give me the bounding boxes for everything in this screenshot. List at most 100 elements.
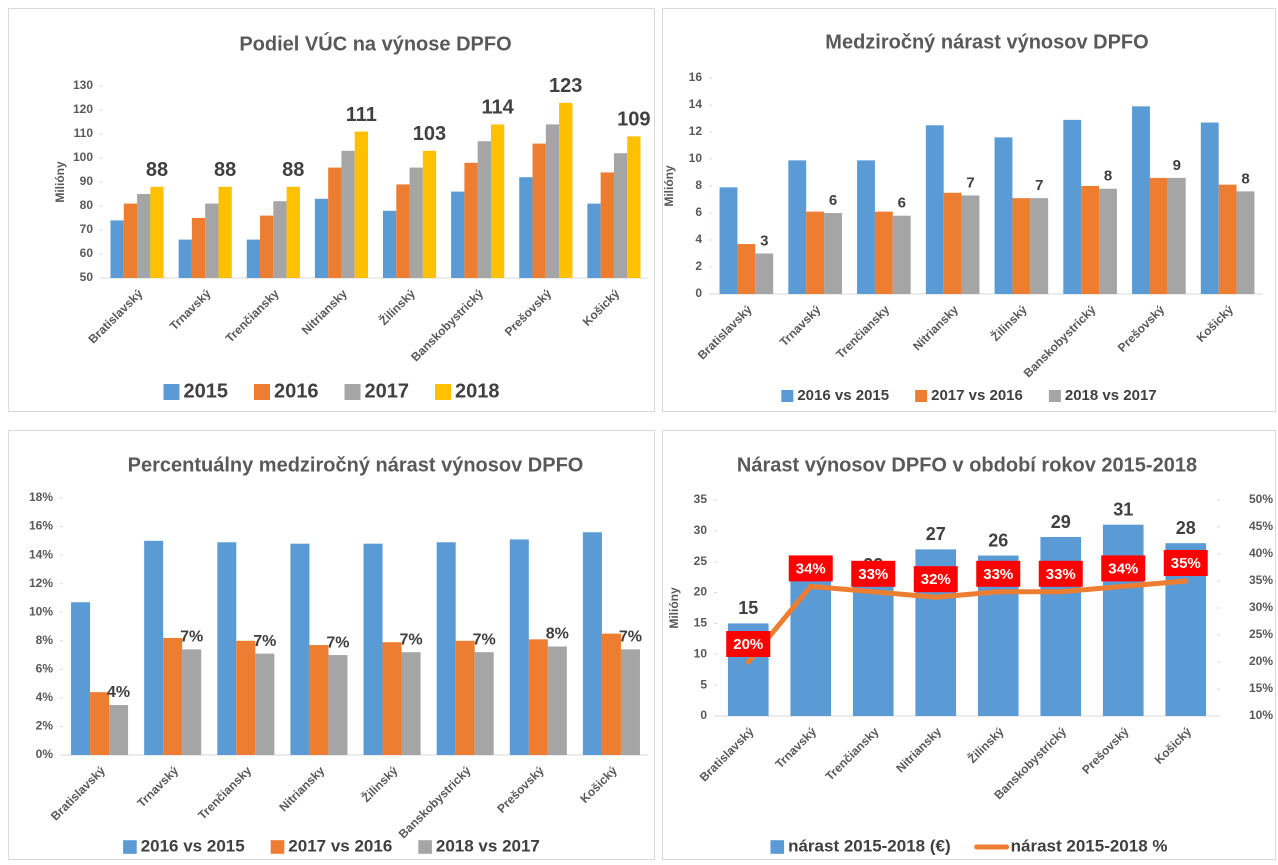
y-tick-label: 14% <box>29 547 53 561</box>
data-label: 7% <box>619 629 642 646</box>
bar <box>182 649 202 755</box>
data-label: 8 <box>1241 170 1249 187</box>
legend-swatch <box>770 840 785 854</box>
y-tick-label: 5 <box>700 677 707 691</box>
chart-panel: Podiel VÚC na výnose DPFO Milióny 50 60 70 80… <box>8 8 655 412</box>
legend-swatch <box>435 384 451 400</box>
legend-label: nárast 2015-2018 % <box>1011 836 1168 855</box>
bar <box>341 150 355 278</box>
y-tick-label: 10 <box>689 151 703 165</box>
bar <box>1063 119 1082 294</box>
bar <box>236 640 256 755</box>
bar <box>255 653 275 755</box>
bar <box>824 213 842 294</box>
bar <box>857 160 875 294</box>
bar <box>627 136 641 278</box>
y2-tick-label: 35% <box>1249 573 1273 587</box>
y-tick-label: 80 <box>80 198 94 212</box>
data-label: 123 <box>549 75 582 97</box>
bar <box>328 655 348 755</box>
y2-tick-label: 40% <box>1249 546 1273 560</box>
bar <box>163 637 183 755</box>
bar <box>925 125 944 294</box>
legend-swatch <box>123 840 137 854</box>
y-tick-label: 16% <box>29 519 53 533</box>
chart-title: Medziročný nárast výnosov DPFO <box>825 31 1148 53</box>
bar <box>273 201 287 278</box>
y-tick-label: 35 <box>694 492 708 506</box>
bar <box>600 172 614 278</box>
legend-swatch <box>163 384 180 400</box>
legend-swatch <box>270 840 285 854</box>
y2-tick-label: 45% <box>1249 519 1273 533</box>
y-tick-label: 16 <box>689 70 703 84</box>
data-label: 7 <box>1035 177 1043 194</box>
y-tick-label: 14 <box>689 97 703 111</box>
data-label: 27 <box>926 524 946 544</box>
bar <box>178 239 192 278</box>
line-label: 32% <box>921 571 951 588</box>
label-box <box>1101 555 1146 582</box>
data-label: 8% <box>546 626 569 643</box>
bar <box>363 543 383 755</box>
line-label: 34% <box>796 560 826 577</box>
bar <box>137 194 151 278</box>
line-label: 20% <box>733 636 763 653</box>
data-label: 114 <box>481 97 514 119</box>
bar <box>382 642 402 755</box>
data-label: 7% <box>400 631 423 648</box>
chart-title: Podiel VÚC na výnose DPFO <box>239 31 511 55</box>
legend-label: 2018 <box>455 380 500 402</box>
bar <box>464 162 478 278</box>
data-label: 7 <box>966 174 974 191</box>
legend-label: 2017 vs 2016 <box>288 836 392 855</box>
line-label: 33% <box>983 566 1013 583</box>
legend-label: 2017 vs 2016 <box>931 387 1023 404</box>
y-tick-label: 2% <box>36 719 54 733</box>
bar <box>290 543 310 755</box>
line-label: 33% <box>858 566 888 583</box>
line-label: 34% <box>1108 560 1138 577</box>
line-label: 33% <box>1046 566 1076 583</box>
y-tick-label: 25 <box>694 554 708 568</box>
y-tick-label: 4% <box>36 690 54 704</box>
bar <box>755 253 774 294</box>
bar <box>737 244 756 294</box>
bar <box>191 218 206 278</box>
y-tick-label: 100 <box>73 150 93 164</box>
y-tick-label: 0 <box>700 708 707 722</box>
bar <box>528 639 548 755</box>
bar <box>382 210 397 278</box>
bar <box>71 602 91 755</box>
data-label: 111 <box>346 104 377 126</box>
legend-label: 2015 <box>184 380 229 402</box>
bar <box>246 239 261 278</box>
y-tick-label: 10 <box>694 646 708 660</box>
y-tick-label: 120 <box>73 102 93 116</box>
y2-tick-label: 10% <box>1249 708 1273 722</box>
data-label: 6 <box>898 195 906 212</box>
data-label: 9 <box>1173 157 1181 174</box>
legend-swatch <box>418 840 432 854</box>
bar <box>852 580 894 716</box>
y-tick-label: 70 <box>80 222 94 236</box>
bar <box>1218 184 1237 294</box>
bar <box>545 124 560 279</box>
bar <box>286 186 300 278</box>
y-tick-label: 110 <box>74 126 94 140</box>
bar <box>218 186 232 278</box>
bar <box>455 640 475 755</box>
y2-tick-label: 15% <box>1249 681 1273 695</box>
bar <box>150 186 164 278</box>
bar <box>1149 177 1168 294</box>
label-box <box>726 631 771 657</box>
bar <box>474 652 494 755</box>
data-label: 31 <box>1113 499 1133 519</box>
y-tick-label: 0 <box>695 286 702 300</box>
data-label: 109 <box>617 109 650 131</box>
line <box>745 578 1189 665</box>
label-box <box>1163 550 1208 576</box>
bar <box>328 167 342 278</box>
bar <box>1081 186 1100 294</box>
